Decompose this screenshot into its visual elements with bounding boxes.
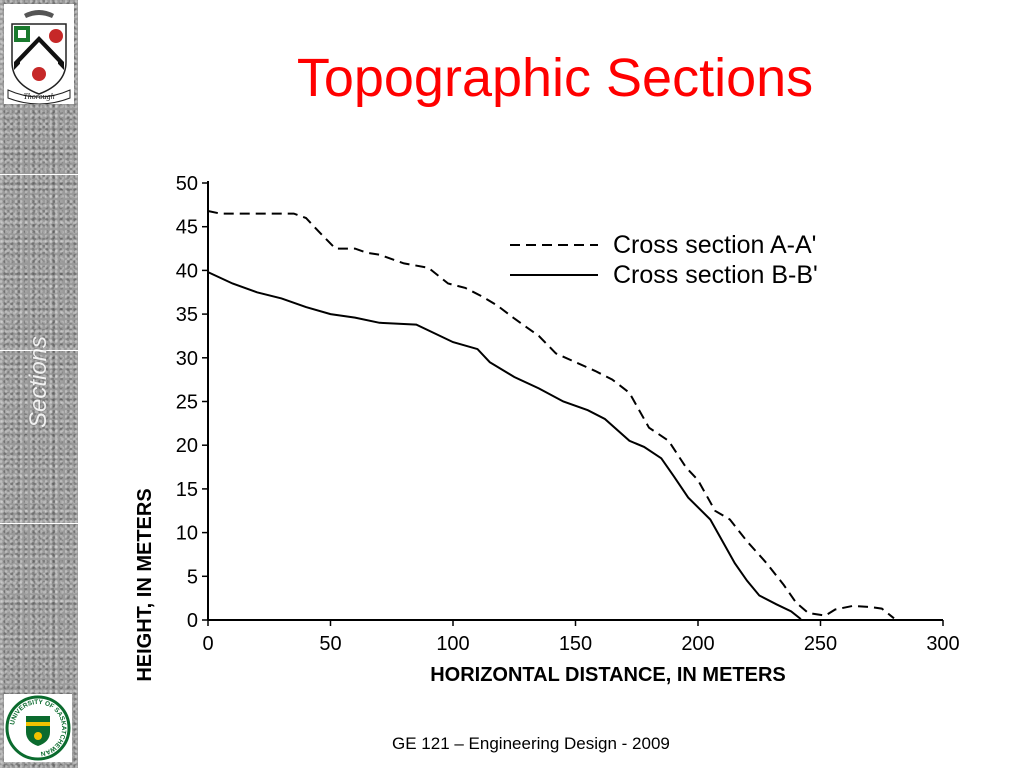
y-tick-label: 30	[176, 348, 198, 370]
x-axis-label: HORIZONTAL DISTANCE, IN METERS	[430, 664, 786, 686]
legend-entry-label: Cross section B-B'	[613, 261, 818, 289]
page-title: Topographic Sections	[296, 48, 814, 108]
chart-legend: Cross section A-A'Cross section B-B'	[510, 231, 818, 289]
sidebar-divider	[0, 523, 78, 524]
legend-entry-label: Cross section A-A'	[613, 231, 816, 259]
sidebar-divider	[0, 174, 78, 175]
chart-axes: 0 5 10 15 20 25 30 35 40 45 50 0 50 100 150 200 250 300	[176, 173, 960, 655]
x-tick-label: 200	[681, 633, 714, 655]
x-tick-label: 100	[436, 633, 469, 655]
y-tick-label: 50	[176, 173, 198, 195]
x-tick-label: 150	[559, 633, 592, 655]
y-axis-label: HEIGHT, IN METERS	[134, 488, 156, 681]
sidebar: Thorough Sections UNIVERSITY OF SASKATCH…	[0, 0, 78, 768]
x-tick-label: 300	[926, 633, 959, 655]
y-tick-label: 35	[176, 304, 198, 326]
y-tick-label: 25	[176, 392, 198, 414]
y-tick-label: 5	[187, 566, 198, 588]
chart-plot-area	[207, 210, 895, 620]
y-tick-label: 10	[176, 523, 198, 545]
crest-motto: Thorough	[23, 92, 54, 101]
y-tick-label: 20	[176, 435, 198, 457]
x-tick-label: 250	[804, 633, 837, 655]
x-tick-label: 0	[202, 633, 213, 655]
university-logo: UNIVERSITY OF SASKATCHEWAN	[4, 694, 72, 762]
footer-text: GE 121 – Engineering Design - 2009	[392, 734, 670, 753]
x-tick-label: 50	[319, 633, 341, 655]
y-tick-label: 40	[176, 260, 198, 282]
series-line	[207, 271, 802, 620]
y-tick-label: 0	[187, 610, 198, 632]
y-tick-label: 15	[176, 479, 198, 501]
college-crest-logo: Thorough	[4, 4, 74, 104]
sidebar-divider	[0, 350, 78, 351]
y-tick-label: 45	[176, 217, 198, 239]
series-line	[207, 210, 895, 620]
topographic-chart: HEIGHT, IN METERS HORIZONTAL DISTANCE, I…	[134, 173, 960, 686]
sidebar-section-label: Sections	[25, 335, 52, 429]
